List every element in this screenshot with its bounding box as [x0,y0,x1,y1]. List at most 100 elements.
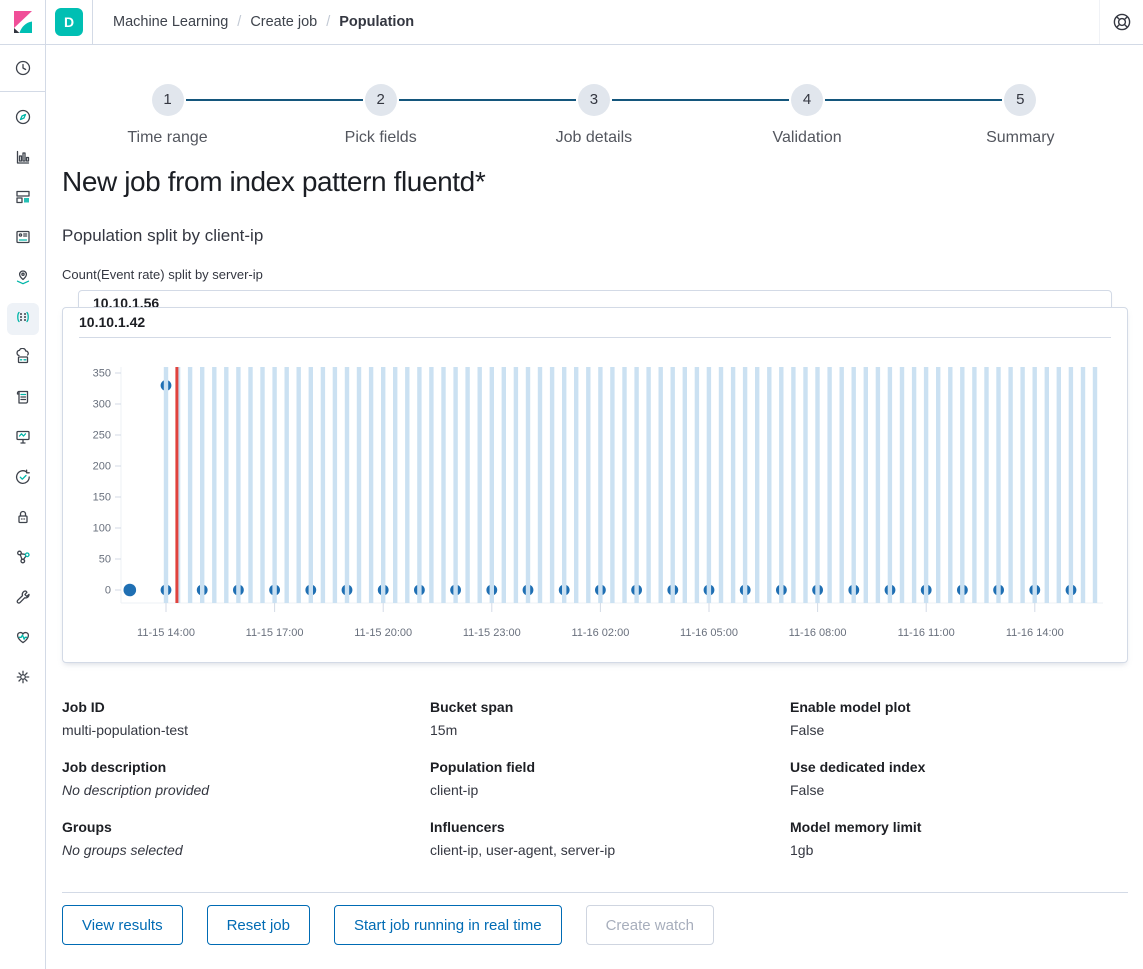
svg-text:11-15 14:00: 11-15 14:00 [137,627,195,639]
details-column: Enable model plot False Use dedicated inde… [790,699,925,879]
svg-text:11-16 02:00: 11-16 02:00 [571,627,629,639]
detail-label: Influencers [430,819,505,835]
detail-item: Use dedicated index False [790,759,925,798]
chart-marker-line [175,367,179,603]
detail-item: Bucket span 15m [430,699,790,738]
monitoring-icon [14,628,32,651]
sidebar-item-dev-tools[interactable] [7,583,39,615]
breadcrumb-item: Population [339,14,415,30]
chart-caption: Count(Event rate) split by server-ip [62,267,263,282]
machine-learning-icon [14,308,32,331]
uptime-icon [14,468,32,491]
visualize-icon [14,148,32,171]
footer-actions: View results Reset job Start job running i… [62,905,714,945]
recent-icon [14,59,32,82]
step-number[interactable]: 3 [577,84,610,116]
help-button[interactable] [1099,0,1143,44]
logs-icon [14,388,32,411]
svg-text:11-16 08:00: 11-16 08:00 [789,627,847,639]
sidebar-item-apm[interactable] [7,423,39,455]
step-number[interactable]: 4 [791,84,824,116]
svg-text:11-15 17:00: 11-15 17:00 [246,627,304,639]
detail-value: client-ip [430,782,479,798]
detail-item: Groups No groups selected [62,819,430,858]
detail-label: Bucket span [430,699,514,715]
svg-text:50: 50 [99,554,111,566]
breadcrumb: Machine Learning / Create job / Population [113,14,414,30]
sidebar-item-logs[interactable] [7,383,39,415]
detail-value: No description provided [62,782,210,798]
chart-axes: 0 50 100 150 200 250 300 350 11-15 14:00 11-15 17… [93,367,1103,639]
sidebar-item-dashboard[interactable] [7,183,39,215]
detail-value: False [790,782,825,798]
chart-bands [163,367,1098,603]
stepper-connector [398,99,576,101]
graph-icon [14,548,32,571]
sidebar-item-infrastructure[interactable] [7,343,39,375]
svg-text:100: 100 [93,523,111,535]
sidebar-item-siem[interactable] [7,503,39,535]
page-subtitle: Population split by client-ip [62,226,264,245]
sidebar-item-management[interactable] [7,663,39,695]
page-title: New job from index pattern fluentd* [62,166,486,197]
event-rate-chart: 0 50 100 150 200 250 300 350 11-15 14:00 11-15 17… [93,367,1103,639]
reset-job-button[interactable]: Reset job [206,905,310,945]
detail-label: Model memory limit [790,819,922,835]
sidebar-item-recent[interactable] [7,54,39,86]
step-label: Job details [555,129,633,146]
step-time-range[interactable]: 1 Time range [61,84,274,147]
svg-text:11-16 14:00: 11-16 14:00 [1006,627,1064,639]
detail-value: multi-population-test [62,722,189,738]
step-number[interactable]: 1 [151,84,184,116]
sidebar-item-machine-learning[interactable] [7,303,39,335]
sidebar-item-graph[interactable] [7,543,39,575]
view-results-button[interactable]: View results [62,905,183,945]
top-bar: D Machine Learning / Create job / Population [0,0,1143,45]
step-job-details[interactable]: 3 Job details [487,84,700,147]
svg-text:150: 150 [93,492,111,504]
app-sidebar [0,45,46,969]
sidebar-item-maps[interactable] [7,263,39,295]
kibana-logo[interactable] [0,0,46,44]
detail-label: Population field [430,759,535,775]
detail-value: 15m [430,722,458,738]
svg-text:300: 300 [93,399,111,411]
detail-label: Job ID [62,699,105,715]
breadcrumb-separator: / [326,14,331,30]
create-watch-button: Create watch [585,905,714,945]
sidebar-item-uptime[interactable] [7,463,39,495]
detail-item: Influencers client-ip, user-agent, server… [430,819,790,858]
detail-value: No groups selected [62,842,183,858]
step-validation[interactable]: 4 Validation [701,84,914,147]
step-pick-fields[interactable]: 2 Pick fields [274,84,487,147]
step-summary[interactable]: 5 Summary [914,84,1127,147]
sidebar-item-canvas[interactable] [7,223,39,255]
card-divider [79,337,1111,338]
svg-text:0: 0 [105,585,111,597]
breadcrumb-item[interactable]: Create job [250,14,318,30]
step-number[interactable]: 5 [1004,84,1037,116]
details-column: Bucket span 15m Population field client-ip I… [430,699,790,879]
breadcrumb-item[interactable]: Machine Learning [113,14,229,30]
sidebar-item-visualize[interactable] [7,143,39,175]
start-job-running-in-real-time-button[interactable]: Start job running in real time [333,905,562,945]
sidebar-item-monitoring[interactable] [7,623,39,655]
sidebar-item-discover[interactable] [7,103,39,135]
infrastructure-icon [14,347,32,371]
step-label: Pick fields [344,129,417,146]
breadcrumb-separator: / [237,14,242,30]
detail-value: False [790,722,825,738]
detail-value: client-ip, user-agent, server-ip [430,842,616,858]
space-switcher[interactable]: D [46,0,93,44]
step-number[interactable]: 2 [364,84,397,116]
detail-item: Job description No description provided [62,759,430,798]
details-column: Job ID multi-population-test Job descripti… [62,699,430,879]
maps-icon [14,268,32,291]
detail-item: Enable model plot False [790,699,925,738]
space-badge[interactable]: D [55,8,83,36]
dev-tools-icon [14,588,32,611]
svg-text:11-16 05:00: 11-16 05:00 [680,627,738,639]
detail-label: Use dedicated index [790,759,926,775]
detail-label: Groups [62,819,112,835]
